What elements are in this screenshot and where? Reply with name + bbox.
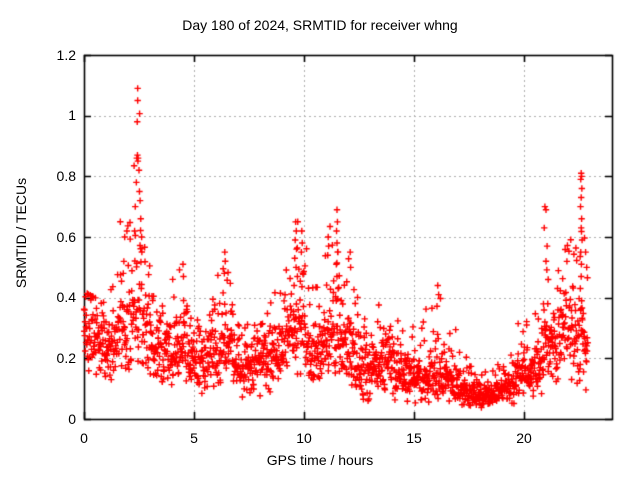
x-tick-label-10: 10 — [296, 430, 312, 446]
x-tick-label-0: 0 — [80, 430, 88, 446]
chart-title: Day 180 of 2024, SRMTID for receiver whn… — [182, 17, 458, 33]
y-tick-label-1: 1 — [68, 107, 76, 123]
x-axis-label: GPS time / hours — [266, 452, 374, 468]
x-tick-label-15: 15 — [406, 430, 422, 446]
y-tick-label-1.2: 1.2 — [56, 47, 76, 63]
y-tick-label-0.8: 0.8 — [56, 168, 76, 184]
y-tick-label-0.6: 0.6 — [56, 229, 76, 245]
y-tick-label-0.4: 0.4 — [56, 289, 76, 305]
y-tick-label-0: 0 — [68, 411, 76, 427]
y-tick-label-0.2: 0.2 — [56, 350, 76, 366]
x-tick-label-20: 20 — [516, 430, 532, 446]
x-tick-label-5: 5 — [190, 430, 198, 446]
